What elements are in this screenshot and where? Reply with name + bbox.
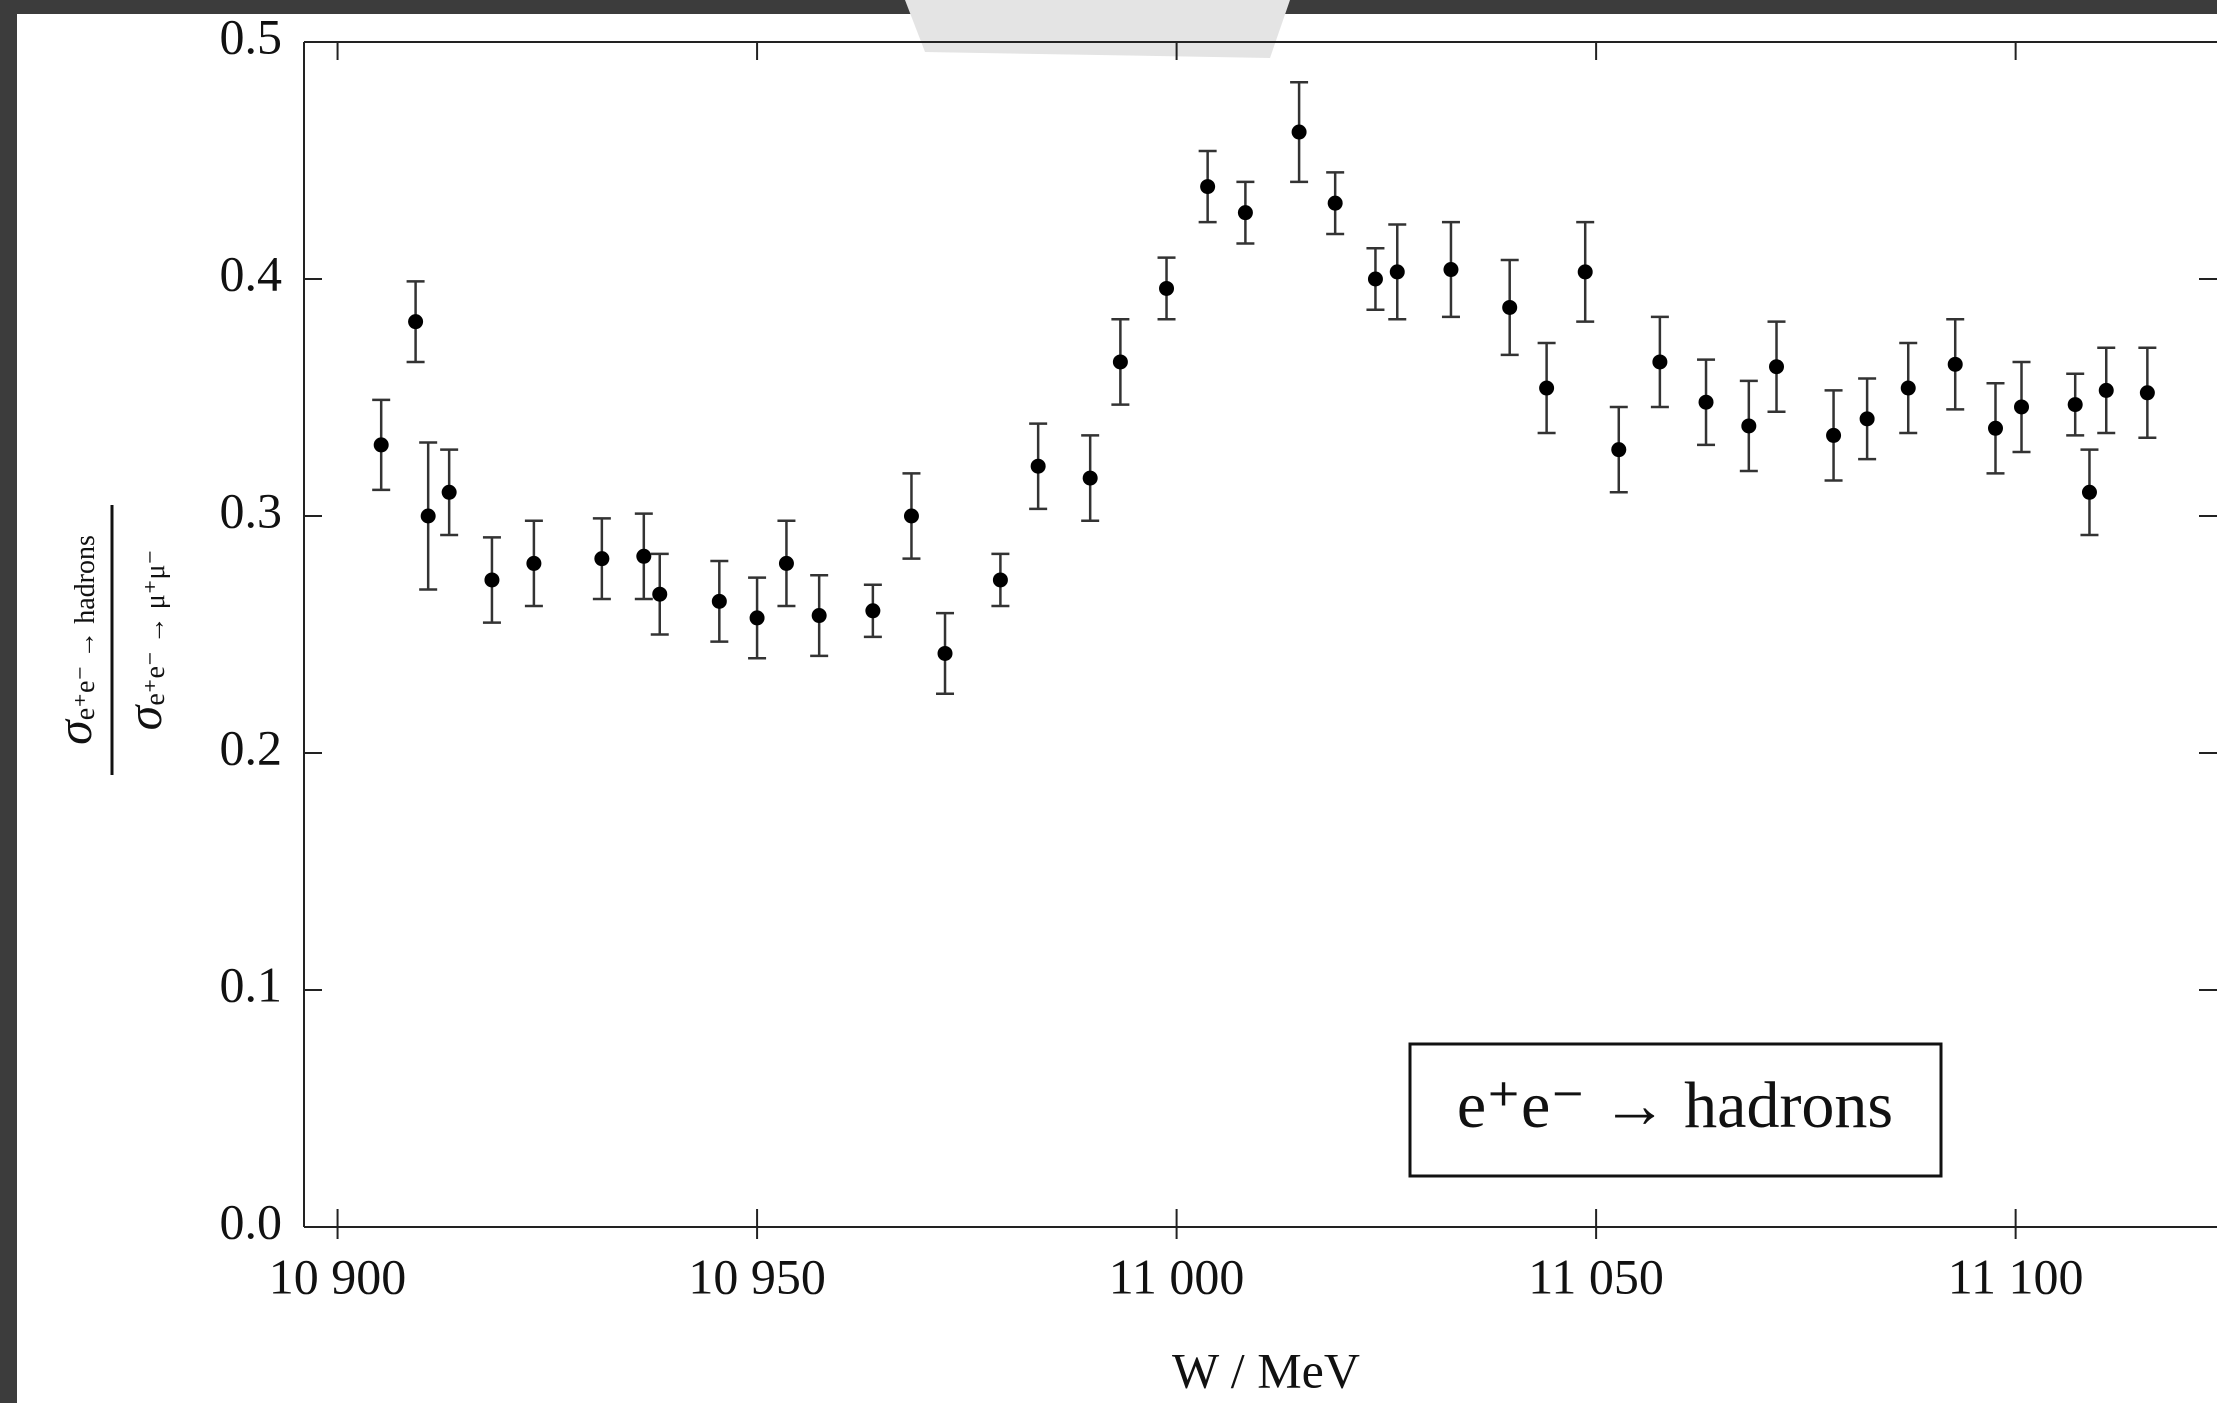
point <box>1367 271 1383 287</box>
point <box>594 551 610 567</box>
y-tick-label: 0.1 <box>220 956 283 1012</box>
y-tick-label: 0.4 <box>220 245 283 301</box>
point <box>408 314 424 330</box>
y-tick-label: 0.3 <box>220 482 283 538</box>
tape <box>905 0 1290 58</box>
panel <box>17 14 2217 1403</box>
point <box>1769 359 1785 375</box>
y-tick-label: 0.2 <box>220 719 283 775</box>
sigma: σ <box>116 703 172 730</box>
point <box>1237 205 1253 221</box>
point <box>420 508 436 524</box>
point <box>1327 195 1343 211</box>
point <box>1900 380 1916 396</box>
annotation-box <box>1408 1042 1943 1178</box>
annotation: e⁺e⁻ → hadrons <box>1457 1069 1893 1142</box>
point <box>1611 442 1627 458</box>
point <box>1082 470 1098 486</box>
point <box>1159 280 1175 296</box>
y-tick-label: 0.0 <box>220 1193 283 1249</box>
point <box>711 593 727 609</box>
point <box>2067 397 2083 413</box>
point <box>441 484 457 500</box>
x-tick-label: 11 050 <box>1528 1248 1664 1304</box>
y-tick-label: 0.5 <box>220 8 283 64</box>
point <box>937 645 953 661</box>
y-axis-label: σe⁺e⁻ → hadrons σe⁺e⁻ → μ⁺μ⁻ <box>46 505 172 775</box>
point <box>1741 418 1757 434</box>
point <box>373 437 389 453</box>
sigma: σ <box>46 718 102 745</box>
point <box>1291 124 1307 140</box>
point <box>749 610 765 626</box>
point <box>1577 264 1593 280</box>
point <box>1030 458 1046 474</box>
point <box>636 548 652 564</box>
point <box>992 572 1008 588</box>
point <box>1859 411 1875 427</box>
y-label-numerator: σe⁺e⁻ → hadrons <box>46 535 102 745</box>
x-tick-label: 10 950 <box>688 1248 826 1304</box>
point <box>1200 179 1216 195</box>
point <box>484 572 500 588</box>
point <box>1826 427 1842 443</box>
point <box>865 603 881 619</box>
point <box>1947 356 1963 372</box>
x-tick-label: 11 000 <box>1109 1248 1245 1304</box>
point <box>2014 399 2030 415</box>
point <box>811 608 827 624</box>
point <box>1987 420 2003 436</box>
point <box>778 555 794 571</box>
point <box>1389 264 1405 280</box>
point <box>2098 382 2114 398</box>
point <box>1443 262 1459 278</box>
y-label-denominator: σe⁺e⁻ → μ⁺μ⁻ <box>116 550 172 731</box>
x-axis-label: W / MeV <box>1172 1342 1360 1398</box>
point <box>1698 394 1714 410</box>
point <box>1502 299 1518 315</box>
point <box>903 508 919 524</box>
sub: e⁺e⁻ → hadrons <box>70 535 101 720</box>
point <box>1652 354 1668 370</box>
x-tick-label: 11 100 <box>1948 1248 2084 1304</box>
point <box>2081 484 2097 500</box>
point <box>1539 380 1555 396</box>
point <box>652 586 668 602</box>
point <box>526 555 542 571</box>
point <box>2139 385 2155 401</box>
x-tick-label: 10 900 <box>269 1248 407 1304</box>
point <box>1112 354 1128 370</box>
sub: e⁺e⁻ → μ⁺μ⁻ <box>140 550 171 706</box>
